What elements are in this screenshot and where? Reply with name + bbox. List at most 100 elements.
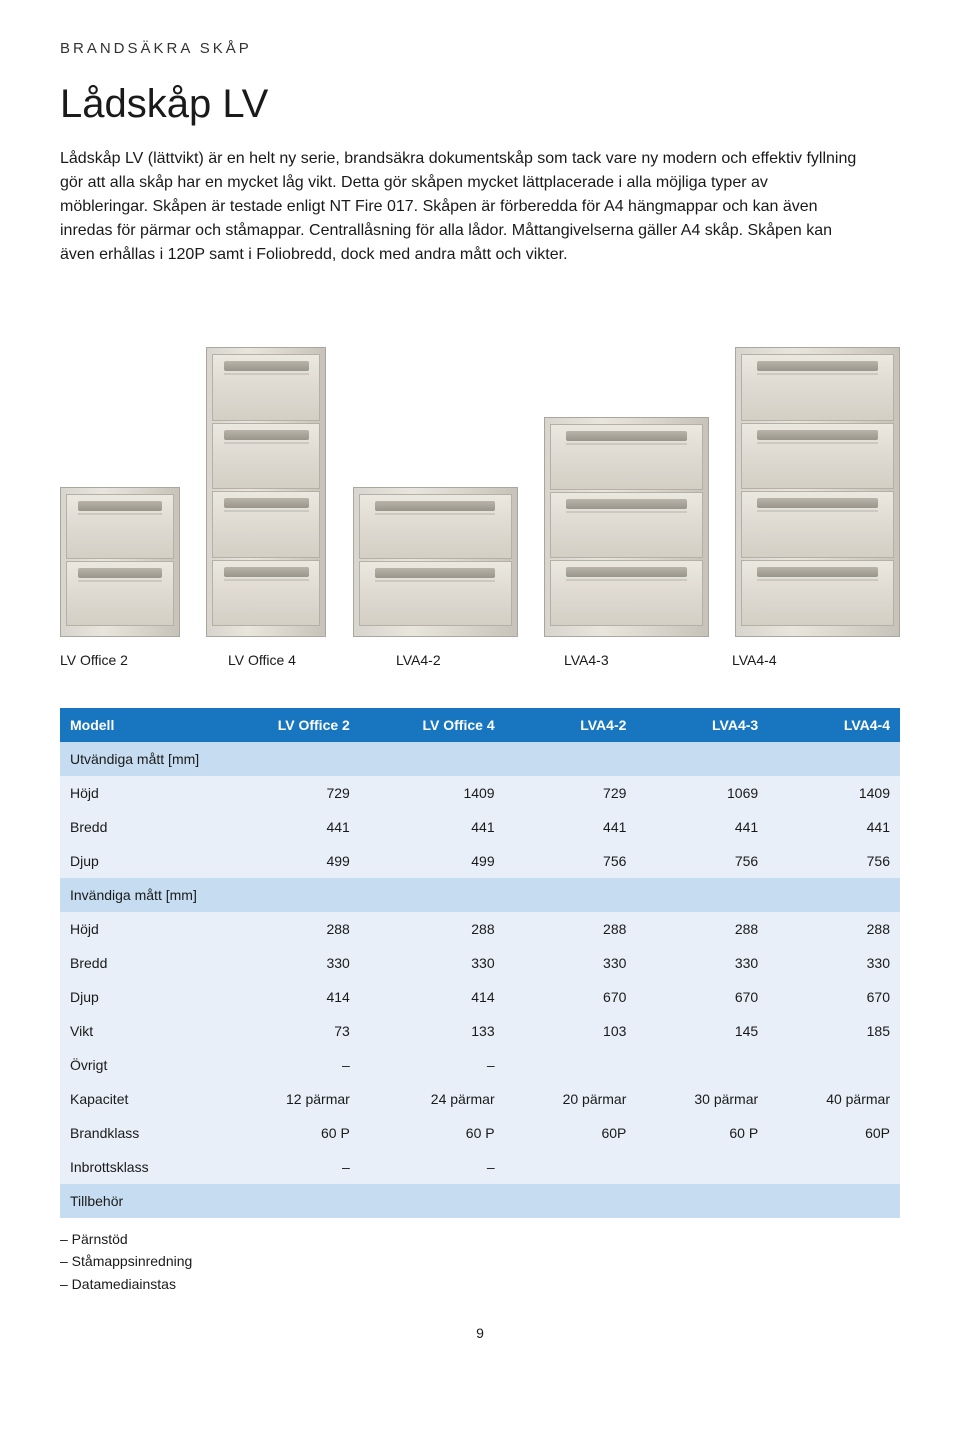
cabinet-drawer bbox=[550, 560, 703, 626]
table-cell: 185 bbox=[768, 1014, 900, 1048]
table-section-label: Invändiga mått [mm] bbox=[60, 878, 900, 912]
table-cell bbox=[505, 1048, 637, 1082]
table-cell: 20 pärmar bbox=[505, 1082, 637, 1116]
table-cell: – bbox=[360, 1048, 505, 1082]
table-cell: – bbox=[360, 1150, 505, 1184]
table-cell: 1069 bbox=[636, 776, 768, 810]
row-label: Bredd bbox=[60, 946, 215, 980]
table-cell: 729 bbox=[215, 776, 360, 810]
product-2 bbox=[353, 487, 518, 637]
product-0 bbox=[60, 487, 180, 637]
table-header: LVA4-2 bbox=[505, 708, 637, 742]
cabinet-drawer bbox=[550, 424, 703, 490]
table-section-label: Tillbehör bbox=[60, 1184, 900, 1218]
table-row: Brandklass60 P60 P60P60 P60P bbox=[60, 1116, 900, 1150]
table-row: Kapacitet12 pärmar24 pärmar20 pärmar30 p… bbox=[60, 1082, 900, 1116]
table-row: Vikt73133103145185 bbox=[60, 1014, 900, 1048]
table-cell: 441 bbox=[768, 810, 900, 844]
table-cell: 441 bbox=[215, 810, 360, 844]
spec-table: ModellLV Office 2LV Office 4LVA4-2LVA4-3… bbox=[60, 708, 900, 1218]
table-cell: 288 bbox=[768, 912, 900, 946]
table-cell bbox=[768, 1048, 900, 1082]
table-cell bbox=[636, 1150, 768, 1184]
cabinet-drawer bbox=[359, 561, 512, 626]
table-cell: 756 bbox=[768, 844, 900, 878]
table-row: Höjd288288288288288 bbox=[60, 912, 900, 946]
page-title: Lådskåp LV bbox=[60, 82, 900, 127]
table-cell: 288 bbox=[636, 912, 768, 946]
table-cell: 441 bbox=[360, 810, 505, 844]
table-row: Djup414414670670670 bbox=[60, 980, 900, 1014]
table-header: LVA4-4 bbox=[768, 708, 900, 742]
table-cell: 330 bbox=[636, 946, 768, 980]
product-3 bbox=[544, 417, 709, 637]
page-number: 9 bbox=[60, 1325, 900, 1341]
row-label: Inbrottsklass bbox=[60, 1150, 215, 1184]
cabinet-drawer bbox=[212, 491, 320, 558]
table-cell bbox=[636, 1048, 768, 1082]
description-text: Lådskåp LV (lättvikt) är en helt ny seri… bbox=[60, 147, 860, 267]
table-cell: 756 bbox=[505, 844, 637, 878]
row-label: Höjd bbox=[60, 776, 215, 810]
cabinet-drawer bbox=[212, 354, 320, 421]
cabinet-drawer bbox=[550, 492, 703, 558]
table-cell: 414 bbox=[360, 980, 505, 1014]
table-cell: 499 bbox=[360, 844, 505, 878]
table-cell: 330 bbox=[768, 946, 900, 980]
cabinet-drawer bbox=[66, 561, 174, 626]
table-cell: 1409 bbox=[768, 776, 900, 810]
table-header: LV Office 4 bbox=[360, 708, 505, 742]
table-header: LVA4-3 bbox=[636, 708, 768, 742]
cabinet-drawer bbox=[741, 491, 894, 558]
table-row: Djup499499756756756 bbox=[60, 844, 900, 878]
cabinet-drawer bbox=[66, 494, 174, 559]
cabinet-drawer bbox=[359, 494, 512, 559]
table-cell: 60 P bbox=[636, 1116, 768, 1150]
cabinet-drawer bbox=[212, 423, 320, 490]
table-row: Övrigt–– bbox=[60, 1048, 900, 1082]
table-cell bbox=[505, 1150, 637, 1184]
table-cell: 73 bbox=[215, 1014, 360, 1048]
row-label: Kapacitet bbox=[60, 1082, 215, 1116]
product-label: LVA4-4 bbox=[732, 652, 900, 668]
cabinet-drawer bbox=[741, 423, 894, 490]
cabinet-drawer bbox=[741, 560, 894, 627]
table-cell: 1409 bbox=[360, 776, 505, 810]
table-header: Modell bbox=[60, 708, 215, 742]
table-cell: 24 pärmar bbox=[360, 1082, 505, 1116]
product-label: LV Office 4 bbox=[228, 652, 396, 668]
table-cell: 60 P bbox=[360, 1116, 505, 1150]
table-cell: – bbox=[215, 1048, 360, 1082]
accessory-item: – Datamediainstas bbox=[60, 1273, 900, 1295]
product-label: LVA4-3 bbox=[564, 652, 732, 668]
table-cell: 499 bbox=[215, 844, 360, 878]
row-label: Brandklass bbox=[60, 1116, 215, 1150]
table-cell: – bbox=[215, 1150, 360, 1184]
table-cell: 133 bbox=[360, 1014, 505, 1048]
row-label: Djup bbox=[60, 844, 215, 878]
table-cell: 756 bbox=[636, 844, 768, 878]
table-cell: 414 bbox=[215, 980, 360, 1014]
product-image-row bbox=[60, 307, 900, 637]
cabinet-drawer bbox=[212, 560, 320, 627]
row-label: Vikt bbox=[60, 1014, 215, 1048]
table-header: LV Office 2 bbox=[215, 708, 360, 742]
table-cell: 330 bbox=[215, 946, 360, 980]
category-label: BRANDSÄKRA SKÅP bbox=[60, 40, 900, 57]
product-label-row: LV Office 2LV Office 4LVA4-2LVA4-3LVA4-4 bbox=[60, 652, 900, 668]
table-cell: 670 bbox=[768, 980, 900, 1014]
row-label: Höjd bbox=[60, 912, 215, 946]
table-cell: 441 bbox=[636, 810, 768, 844]
table-cell: 288 bbox=[360, 912, 505, 946]
table-cell: 145 bbox=[636, 1014, 768, 1048]
table-cell: 670 bbox=[636, 980, 768, 1014]
product-4 bbox=[735, 347, 900, 637]
table-cell: 103 bbox=[505, 1014, 637, 1048]
table-cell: 60 P bbox=[215, 1116, 360, 1150]
product-1 bbox=[206, 347, 326, 637]
cabinet-drawer bbox=[741, 354, 894, 421]
table-cell: 330 bbox=[360, 946, 505, 980]
table-cell: 330 bbox=[505, 946, 637, 980]
table-row: Inbrottsklass–– bbox=[60, 1150, 900, 1184]
table-row: Bredd330330330330330 bbox=[60, 946, 900, 980]
